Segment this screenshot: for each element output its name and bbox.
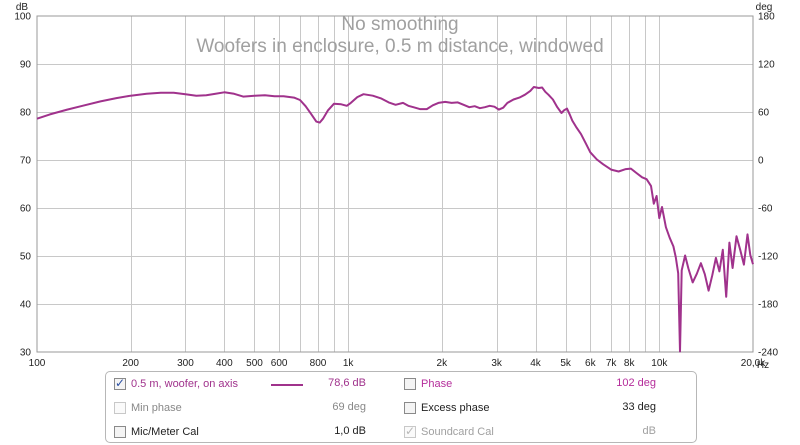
x-tick-label: 100 [29, 358, 46, 369]
left-axis-unit: dB [16, 2, 29, 13]
y-left-tick-label: 90 [20, 60, 32, 71]
y-right-tick-label: -180 [758, 300, 778, 311]
legend-item-soundcard-cal[interactable]: Soundcard Cal [404, 423, 494, 441]
x-tick-label: 800 [310, 358, 327, 369]
legend-item-min-phase[interactable]: Min phase [114, 399, 182, 417]
y-right-tick-label: 120 [758, 60, 775, 71]
y-right-tick-label: 0 [758, 156, 764, 167]
x-tick-label: 200 [122, 358, 139, 369]
x-tick-label: 2k [437, 358, 449, 369]
chart-subtitle: Woofers in enclosure, 0.5 m distance, wi… [196, 36, 603, 57]
x-tick-label: 7k [606, 358, 618, 369]
soundcard-cal-checkbox[interactable] [404, 424, 416, 438]
y-right-tick-label: -60 [758, 204, 773, 215]
series-layer [36, 86, 754, 353]
x-tick-label: 3k [491, 358, 503, 369]
excess-phase-checkbox[interactable] [404, 402, 416, 414]
soundcard-cal-value: dB [642, 425, 656, 437]
x-tick-label: 5k [560, 358, 572, 369]
excess-phase-value: 33 deg [622, 401, 656, 413]
y-left-tick-label: 40 [20, 300, 32, 311]
phase-checkbox[interactable] [404, 378, 416, 390]
y-left-tick-label: 60 [20, 204, 32, 215]
y-left-tick-label: 100 [14, 12, 31, 23]
y-left-tick-label: 30 [20, 348, 32, 359]
y-left-tick-label: 70 [20, 156, 32, 167]
x-tick-label: 20,0k [741, 358, 766, 369]
min-phase-label: Min phase [131, 402, 182, 414]
legend-item-mic-cal[interactable]: Mic/Meter Cal [114, 423, 199, 441]
chart-title: No smoothing [341, 14, 458, 35]
axis-ticks: 100 200 300 400 500 600 800 1k 2k 3k 4k 5k 6k 7k 8k 10k… [14, 12, 778, 370]
y-left-tick-label: 50 [20, 252, 32, 263]
min-phase-value: 69 deg [332, 401, 366, 413]
x-axis-unit: Hz [757, 360, 769, 370]
x-tick-label: 4k [530, 358, 542, 369]
min-phase-checkbox[interactable] [114, 402, 126, 414]
series-line-spl [36, 86, 754, 353]
spl-checkbox[interactable] [114, 376, 126, 390]
y-right-tick-label: 60 [758, 108, 770, 119]
spl-value: 78,6 dB [328, 377, 366, 389]
x-tick-label: 300 [177, 358, 194, 369]
legend-item-excess-phase[interactable]: Excess phase [404, 399, 489, 417]
x-tick-label: 6k [585, 358, 597, 369]
legend-item-phase[interactable]: Phase [404, 375, 452, 393]
plot-frame [36, 15, 754, 353]
excess-phase-label: Excess phase [421, 402, 490, 414]
x-tick-label: 400 [216, 358, 233, 369]
x-tick-label: 8k [624, 358, 636, 369]
x-tick-label: 600 [271, 358, 288, 369]
y-left-tick-label: 80 [20, 108, 32, 119]
y-right-tick-label: 180 [758, 12, 775, 23]
soundcard-cal-label: Soundcard Cal [421, 426, 494, 438]
x-tick-label: 500 [246, 358, 263, 369]
frequency-response-chart: 100 200 300 400 500 600 800 1k 2k 3k 4k 5k 6k 7k 8k 10k… [14, 2, 778, 370]
right-axis-unit: deg [756, 2, 773, 13]
phase-value: 102 deg [616, 377, 656, 389]
mic-cal-checkbox[interactable] [114, 426, 126, 438]
legend-item-spl[interactable]: 0.5 m, woofer, on axis [114, 375, 238, 393]
y-right-tick-label: -120 [758, 252, 778, 263]
mic-cal-label: Mic/Meter Cal [131, 426, 199, 438]
legend-panel: 0.5 m, woofer, on axis 78,6 dB Phase 102… [105, 371, 697, 443]
y-right-tick-label: -240 [758, 348, 778, 359]
grid [37, 16, 753, 352]
mic-cal-value: 1,0 dB [334, 425, 366, 437]
phase-label: Phase [421, 378, 453, 390]
x-tick-label: 10k [651, 358, 668, 369]
spl-label: 0.5 m, woofer, on axis [131, 378, 238, 390]
x-tick-label: 1k [343, 358, 355, 369]
spl-line-swatch [271, 384, 303, 386]
